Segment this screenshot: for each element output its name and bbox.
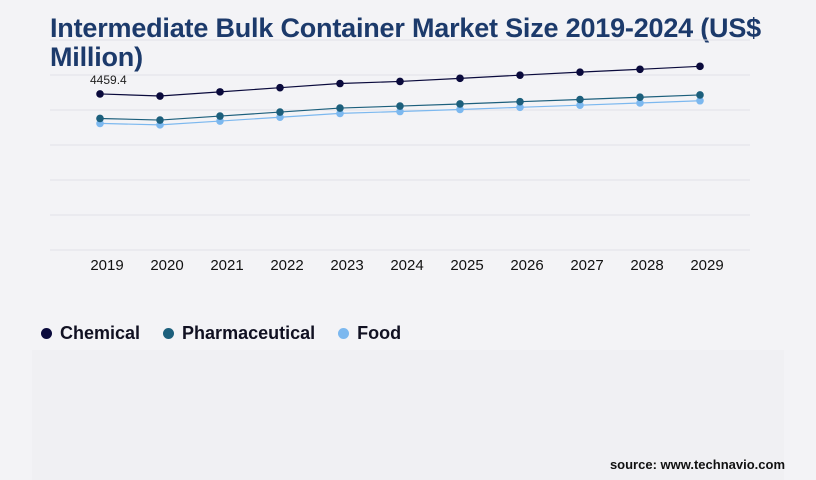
- data-point-pharmaceutical: [336, 104, 344, 112]
- data-point-pharmaceutical: [636, 93, 644, 102]
- data-point-chemical: [276, 83, 284, 92]
- legend-swatch-pharmaceutical: [163, 328, 175, 339]
- data-labels: 4459.4: [90, 73, 127, 87]
- legend-swatch-food: [338, 328, 350, 339]
- data-point-pharmaceutical: [516, 97, 524, 106]
- line-chart: 4459.4 2019 2020 2021 2022 2023 2024 2025 2026 2…: [50, 39, 750, 274]
- lower-panel: [32, 350, 784, 480]
- x-tick-label: 2026: [510, 257, 543, 274]
- legend-label-food: Food: [357, 323, 402, 343]
- legend-item-food[interactable]: Food: [335, 323, 401, 344]
- data-point-pharmaceutical: [456, 100, 464, 108]
- x-tick-label: 2025: [450, 257, 483, 274]
- data-point-pharmaceutical: [396, 102, 404, 110]
- x-axis-ticks: 2019 2020 2021 2022 2023 2024 2025 2026 2027 2028…: [90, 257, 723, 274]
- data-point-pharmaceutical: [96, 114, 104, 123]
- data-point-pharmaceutical: [156, 116, 164, 124]
- x-tick-label: 2020: [150, 257, 183, 274]
- data-point-pharmaceutical: [576, 95, 584, 104]
- data-point-food: [576, 101, 584, 109]
- data-point-food: [336, 109, 344, 118]
- chart-area: 4459.4 2019 2020 2021 2022 2023 2024 2025 2026 2…: [50, 39, 750, 274]
- data-point-chemical: [336, 79, 344, 88]
- data-point-pharmaceutical: [696, 91, 704, 99]
- data-point-chemical: [576, 68, 584, 76]
- legend-label-chemical: Chemical: [60, 323, 141, 343]
- legend-label-pharmaceutical: Pharmaceutical: [182, 323, 316, 343]
- chart-legend: Chemical Pharmaceutical Food: [38, 323, 421, 344]
- x-tick-label: 2023: [330, 257, 363, 274]
- x-tick-label: 2021: [210, 257, 243, 274]
- series-points: [96, 62, 704, 129]
- data-label: 4459.4: [90, 73, 127, 87]
- x-tick-label: 2027: [570, 257, 603, 274]
- data-point-food: [396, 107, 404, 116]
- legend-item-chemical[interactable]: Chemical: [38, 323, 140, 344]
- gridlines: [50, 39, 750, 251]
- data-point-food: [696, 96, 704, 105]
- x-tick-label: 2019: [90, 257, 123, 274]
- data-point-chemical: [636, 65, 644, 74]
- data-point-food: [636, 99, 644, 107]
- x-tick-label: 2028: [630, 257, 663, 274]
- x-tick-label: 2024: [390, 257, 423, 274]
- data-point-chemical: [456, 74, 464, 83]
- legend-item-pharmaceutical[interactable]: Pharmaceutical: [160, 323, 315, 344]
- data-point-food: [456, 105, 464, 114]
- source-credit: source: www.technavio.com: [609, 457, 785, 472]
- data-point-food: [516, 103, 524, 112]
- data-point-chemical: [96, 90, 104, 98]
- x-tick-label: 2029: [690, 257, 723, 274]
- data-point-chemical: [696, 62, 704, 71]
- data-point-chemical: [396, 77, 404, 86]
- data-point-chemical: [516, 71, 524, 79]
- data-point-pharmaceutical: [216, 112, 224, 120]
- data-point-pharmaceutical: [276, 108, 284, 116]
- x-tick-label: 2022: [270, 257, 303, 274]
- data-point-chemical: [216, 88, 224, 96]
- legend-swatch-chemical: [41, 328, 52, 339]
- data-point-chemical: [156, 92, 164, 100]
- chart-title: Intermediate Bulk Container Market Size …: [50, 13, 761, 72]
